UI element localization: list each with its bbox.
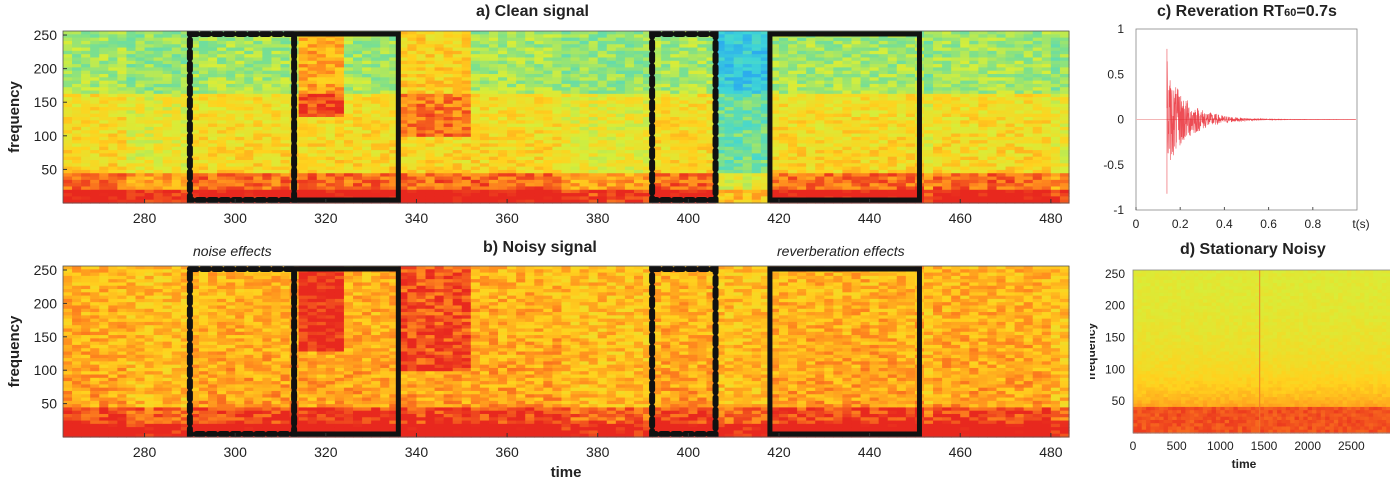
x-axis-label: time xyxy=(551,464,582,481)
x-tick-label: 0 xyxy=(1133,217,1140,231)
chart-d-title: d) Stationary Noisy xyxy=(1180,241,1326,258)
x-tick-label: 1500 xyxy=(1251,439,1278,453)
x-tick-label: 0.2 xyxy=(1172,217,1189,231)
x-tick-label: 320 xyxy=(314,210,338,226)
impulse-response-line xyxy=(1166,61,1356,161)
x-axis-label: time xyxy=(1232,457,1257,471)
chart-c-title: c) Reveration RT60=0.7s xyxy=(1157,3,1337,21)
x-tick-label: 380 xyxy=(586,444,610,460)
y-tick-label: 250 xyxy=(1105,267,1125,281)
y-axis-label: frequency xyxy=(1090,323,1098,381)
x-tick-label: 0.4 xyxy=(1216,217,1233,231)
x-tick-label: 340 xyxy=(405,210,429,226)
x-tick-label: 440 xyxy=(858,210,882,226)
effect-box-2 xyxy=(649,31,719,203)
x-tick-label: 0.8 xyxy=(1304,217,1321,231)
y-tick-label: 0 xyxy=(1117,113,1124,127)
chart-b-title: b) Noisy signal xyxy=(483,239,597,256)
y-tick-label: 100 xyxy=(34,128,58,144)
y-tick-label: 200 xyxy=(34,61,58,77)
x-tick-label: 360 xyxy=(495,444,519,460)
chart-c-reverberation: 0 0.2 0.4 0.6 0.8 t(s) -1 -0.5 0 0.5 1 xyxy=(1103,22,1369,231)
y-tick-label: 200 xyxy=(1105,299,1125,313)
plot-frame xyxy=(62,265,1070,438)
effect-box-3 xyxy=(767,266,922,437)
y-tick-label: 0.5 xyxy=(1107,67,1124,81)
y-axis-label: frequency xyxy=(6,315,23,387)
x-tick-label: 420 xyxy=(767,210,791,226)
chart-c-title-tail: =0.7s xyxy=(1296,3,1337,20)
y-tick-label: 50 xyxy=(41,161,57,177)
effect-box-1 xyxy=(291,266,401,437)
x-tick-label: 460 xyxy=(949,210,973,226)
chart-d-stationary-noisy: 0 500 1000 1500 2000 2500 50 100 150 200 250 freque… xyxy=(1090,267,1390,471)
x-tick-label: 2500 xyxy=(1338,439,1365,453)
chart-a-title: a) Clean signal xyxy=(476,3,589,20)
x-tick-label: 2000 xyxy=(1294,439,1321,453)
y-tick-label: -0.5 xyxy=(1103,158,1124,172)
x-tick-label: 420 xyxy=(767,444,791,460)
x-tick-label: 400 xyxy=(677,210,701,226)
chart-b-noisy-signal: 280 300 320 340 360 380 400 420 440 460 480 50 100 15… xyxy=(6,262,1070,481)
y-tick-label: 250 xyxy=(34,27,58,43)
x-tick-label: 280 xyxy=(133,210,157,226)
plot-frame xyxy=(62,30,1070,204)
effect-box-2 xyxy=(649,266,719,437)
x-tick-label: 360 xyxy=(495,210,519,226)
y-tick-label: 50 xyxy=(1112,394,1126,408)
x-tick-label: 440 xyxy=(858,444,882,460)
y-tick-label: 200 xyxy=(34,295,58,311)
effect-box-1 xyxy=(291,31,401,203)
y-tick-label: -1 xyxy=(1113,203,1124,217)
reverberation-effects-annotation: reverberation effects xyxy=(777,243,905,259)
y-tick-label: 150 xyxy=(1105,330,1125,344)
y-tick-label: 1 xyxy=(1117,22,1124,36)
y-tick-label: 250 xyxy=(34,262,58,278)
x-tick-label: 480 xyxy=(1039,444,1063,460)
x-tick-label: 400 xyxy=(677,444,701,460)
x-tick-label: 500 xyxy=(1167,439,1187,453)
y-tick-label: 150 xyxy=(34,329,58,345)
x-tick-label: 0.6 xyxy=(1260,217,1277,231)
x-tick-label: 0 xyxy=(1130,439,1137,453)
x-tick-label: 280 xyxy=(133,444,157,460)
x-tick-label: 1000 xyxy=(1207,439,1234,453)
y-tick-label: 100 xyxy=(34,362,58,378)
noise-effects-annotation: noise effects xyxy=(193,243,272,259)
chart-c-title-main: c) Reveration RT xyxy=(1157,3,1285,20)
chart-c-title-sub: 60 xyxy=(1284,7,1297,19)
x-tick-label: 320 xyxy=(314,444,338,460)
x-tick-label: 460 xyxy=(949,444,973,460)
y-tick-label: 50 xyxy=(41,396,57,412)
effect-box-3 xyxy=(767,31,922,203)
chart-a-clean-signal: 280 300 320 340 360 380 400 420 440 460 480 50 100 15… xyxy=(6,27,1070,226)
x-tick-label: 340 xyxy=(405,444,429,460)
x-tick-label: 300 xyxy=(224,444,248,460)
spectrogram-cells xyxy=(63,31,1070,204)
x-axis-label: t(s) xyxy=(1352,217,1369,231)
y-tick-label: 150 xyxy=(34,94,58,110)
y-tick-label: 100 xyxy=(1105,362,1125,376)
plot-frame xyxy=(1132,269,1390,434)
y-axis-label: frequency xyxy=(6,81,23,153)
spectrogram-cells xyxy=(63,266,1070,438)
x-tick-label: 380 xyxy=(586,210,610,226)
spectrogram-cells xyxy=(1133,270,1390,434)
x-tick-label: 300 xyxy=(224,210,248,226)
x-tick-label: 480 xyxy=(1039,210,1063,226)
